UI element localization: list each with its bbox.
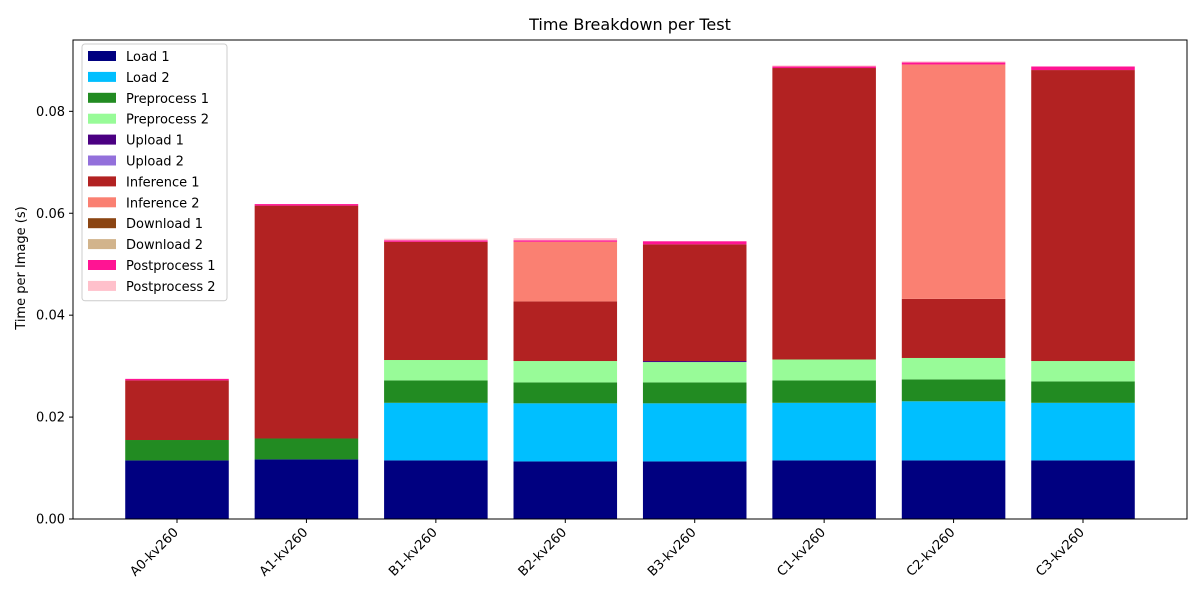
bar-segment: [772, 402, 876, 461]
x-tick-label: A0-kv260: [127, 525, 181, 579]
legend-label: Load 2: [126, 71, 170, 86]
legend-swatch: [88, 51, 116, 61]
legend-label: Download 1: [126, 217, 203, 232]
legend-label: Upload 1: [126, 134, 184, 149]
bar-segment: [901, 357, 1006, 380]
bar-segment: [254, 205, 359, 439]
legend-label: Load 1: [126, 50, 170, 65]
legend-swatch: [88, 113, 116, 124]
bar-segment: [384, 238, 488, 241]
x-tick-label: B3-kv260: [645, 525, 699, 579]
x-tick-label: A1-kv260: [257, 525, 311, 579]
bar-segment: [1031, 402, 1135, 461]
legend-label: Postprocess 1: [126, 259, 216, 274]
bar-segment: [642, 362, 747, 383]
legend-box: [81, 43, 228, 302]
bar-segment: [125, 378, 229, 381]
bar-segment: [513, 461, 618, 519]
bar-segment: [513, 301, 618, 362]
bar-segment: [642, 361, 747, 363]
bar-segment: [642, 461, 747, 519]
legend-label: Preprocess 1: [126, 92, 209, 107]
bar-segment: [125, 380, 229, 441]
bar-segment: [901, 379, 1006, 402]
bar-segment: [1031, 70, 1135, 362]
legend-label: Upload 2: [126, 155, 184, 170]
bar-segment: [513, 403, 618, 462]
x-tick-label: C3-kv260: [1033, 525, 1088, 580]
bar-segment: [384, 240, 488, 242]
legend-swatch: [88, 134, 116, 145]
bar-segment: [901, 64, 1006, 299]
bar-segment: [513, 382, 618, 404]
bars-group: [125, 61, 1135, 519]
y-tick-label: 0.06: [36, 207, 65, 222]
legend-swatch: [88, 197, 116, 208]
legend-swatch: [88, 218, 116, 229]
x-tick-label: B2-kv260: [516, 525, 570, 579]
legend-swatch: [88, 71, 116, 82]
bar-segment: [125, 460, 229, 519]
bar-segment: [513, 240, 618, 242]
bar-segment: [254, 438, 359, 460]
bar-segment: [901, 401, 1006, 461]
legend-swatch: [88, 280, 116, 291]
bar-segment: [642, 382, 747, 404]
bar-segment: [1031, 381, 1135, 403]
legend-swatch: [88, 239, 116, 250]
bar-segment: [384, 360, 488, 381]
legend-swatch: [88, 92, 116, 103]
bar-segment: [772, 359, 876, 381]
y-tick-label: 0.04: [36, 309, 65, 324]
y-tick-label: 0.08: [36, 105, 65, 120]
legend-label: Download 2: [126, 238, 203, 253]
legend-label: Inference 1: [126, 175, 200, 190]
bar-segment: [772, 65, 876, 67]
bar-segment: [254, 459, 359, 519]
bar-segment: [513, 241, 618, 302]
chart-title: Time Breakdown per Test: [528, 15, 731, 34]
bar-segment: [384, 402, 488, 461]
plot-frame: [72, 39, 1188, 520]
x-tick-label: B1-kv260: [386, 525, 440, 579]
bar-segment: [384, 380, 488, 403]
legend-label: Preprocess 2: [126, 113, 209, 128]
bar-segment: [642, 403, 747, 462]
x-tick-label: C1-kv260: [774, 525, 829, 580]
y-tick-label: 0.02: [36, 411, 65, 426]
bar-segment: [772, 460, 876, 519]
legend-swatch: [88, 155, 116, 166]
y-tick-label: 0.00: [36, 513, 65, 528]
legend: Load 1 Load 2 Preprocess 1 Preprocess 2 Uplo…: [81, 43, 228, 302]
bar-segment: [254, 204, 359, 206]
bar-segment: [901, 298, 1006, 358]
bar-segment: [1031, 460, 1135, 519]
legend-label: Postprocess 2: [126, 280, 216, 295]
bar-segment: [1031, 361, 1135, 382]
bar-segment: [772, 66, 876, 69]
bar-segment: [1031, 66, 1135, 71]
bar-segment: [513, 361, 618, 383]
bar-segment: [384, 460, 488, 519]
bar-segment: [513, 238, 618, 241]
legend-swatch: [88, 260, 116, 270]
bar-segment: [901, 61, 1006, 63]
bar-segment: [901, 62, 1006, 65]
legend-swatch: [88, 176, 116, 187]
y-axis-label: Time per Image (s): [14, 206, 29, 330]
bar-segment: [772, 68, 876, 360]
bar-segment: [384, 241, 488, 361]
bar-segment: [642, 241, 747, 245]
bar-segment: [772, 380, 876, 403]
bar-segment: [125, 440, 229, 461]
bar-segment: [642, 244, 747, 362]
x-tick-label: C2-kv260: [904, 525, 959, 580]
legend-label: Inference 2: [126, 196, 200, 211]
bar-segment: [901, 460, 1006, 519]
